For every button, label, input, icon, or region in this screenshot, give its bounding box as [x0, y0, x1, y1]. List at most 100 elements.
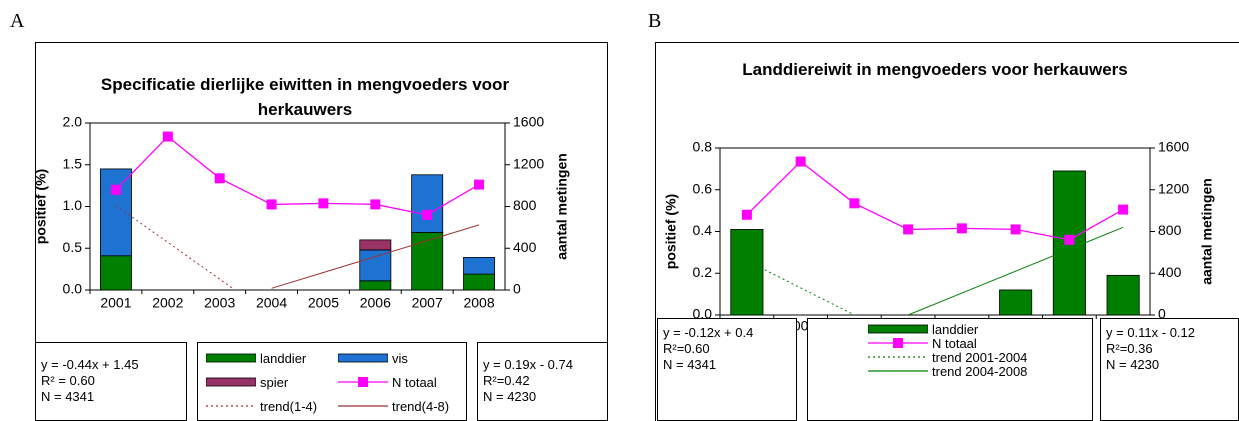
- x-tick-label: 2002: [152, 295, 183, 311]
- bar: [359, 239, 392, 251]
- point: [370, 199, 381, 210]
- y-tick-label: 0.5: [63, 239, 83, 255]
- legend-label: trend 2004-2008: [932, 363, 1028, 379]
- legend-swatch: [206, 405, 256, 407]
- bar: [359, 249, 392, 282]
- y-tick-label: 1.5: [63, 155, 83, 171]
- y-tick-label: 0.4: [693, 222, 713, 238]
- y2-tick-label: 1200: [1158, 180, 1189, 196]
- y-tick-label: 0.6: [693, 180, 713, 196]
- y2-tick-label: 0: [513, 281, 521, 297]
- chart-title: Specificatie dierlijke eiwitten in mengv…: [100, 75, 510, 119]
- equation-line: N = 4341: [663, 357, 717, 372]
- series-line: [271, 224, 480, 289]
- bar: [411, 231, 444, 291]
- y-tick-label: 0.0: [693, 306, 713, 322]
- equation-line: N = 4230: [1106, 357, 1160, 372]
- equation-line: R² = 0.60: [41, 373, 95, 388]
- y2-tick-label: 1600: [513, 114, 544, 130]
- legend-label: trend(4-8): [392, 398, 450, 414]
- bar: [463, 273, 496, 291]
- point: [1118, 204, 1129, 215]
- y-tick-label: 0.0: [63, 281, 83, 297]
- y2-tick-label: 1600: [1158, 139, 1189, 155]
- y-axis-label: positief (%): [663, 194, 679, 269]
- series-line: [746, 160, 1124, 241]
- x-tick-label: 2001: [100, 295, 131, 311]
- y2-tick-label: 1200: [513, 155, 544, 171]
- bar: [411, 174, 444, 233]
- equation-line: y = 0.19x - 0.74: [483, 357, 573, 372]
- x-tick-label: 2004: [256, 295, 287, 311]
- point: [266, 199, 277, 210]
- equation-line: R²=0.60: [663, 341, 710, 356]
- legend-label: spier: [260, 374, 289, 390]
- legend-label: N totaal: [932, 335, 977, 351]
- series-line: [746, 260, 855, 315]
- equation-line: R²=0.36: [1106, 341, 1153, 356]
- swatch-bar: [206, 353, 256, 363]
- legend-swatch: [338, 377, 388, 387]
- legend-swatch: [338, 405, 388, 407]
- y-tick-label: 0.2: [693, 264, 713, 280]
- legend-item: landdier: [868, 321, 979, 337]
- equation-line: N = 4230: [483, 389, 537, 404]
- legend-label: landdier: [932, 321, 979, 337]
- point: [474, 179, 485, 190]
- panel-letter: B: [648, 10, 662, 32]
- y-axis-label: positief (%): [33, 169, 49, 244]
- chart-frame: [35, 42, 608, 421]
- swatch-bar: [206, 377, 256, 387]
- bar: [463, 257, 496, 275]
- x-tick-label: 2006: [360, 295, 391, 311]
- bar: [1106, 274, 1140, 316]
- legend-swatch: [206, 353, 256, 363]
- equation-box: y = -0.44x + 1.45 R² = 0.60 N = 4341: [35, 342, 187, 421]
- legend-label: vis: [392, 350, 408, 366]
- bar: [359, 280, 392, 291]
- legend-item: trend 2004-2008: [868, 363, 1028, 379]
- x-tick-label: 2005: [308, 295, 339, 311]
- panel-letter: A: [10, 10, 25, 32]
- swatch-bar: [868, 324, 928, 334]
- legend-item: spier: [206, 374, 289, 390]
- legend-label: landdier: [260, 350, 307, 366]
- legend: landdier N totaal trend 2001-2004 trend 200…: [807, 318, 1093, 421]
- equation-box: y = 0.19x - 0.74 R²=0.42 N = 4230: [477, 342, 608, 421]
- equation-line: y = -0.12x + 0.4: [663, 325, 754, 340]
- bar: [730, 229, 764, 316]
- bar: [99, 168, 132, 257]
- legend-item: trend 2001-2004: [868, 350, 1027, 365]
- point: [795, 156, 806, 167]
- x-tick-label: 2003: [204, 295, 235, 311]
- legend-label: N totaal: [392, 374, 437, 390]
- point: [422, 209, 433, 220]
- point: [903, 224, 914, 235]
- point: [162, 131, 173, 142]
- point: [1064, 234, 1075, 245]
- legend-swatch: [868, 356, 928, 358]
- legend-item: trend(1-4): [206, 398, 318, 414]
- y2-axis-label: aantal metingen: [554, 153, 570, 260]
- equation-line: y = -0.44x + 1.45: [41, 357, 139, 372]
- equation-line: y = 0.11x - 0.12: [1106, 325, 1196, 340]
- y2-tick-label: 400: [513, 239, 537, 255]
- legend-swatch: [338, 353, 388, 363]
- legend-label: trend(1-4): [260, 398, 318, 414]
- point: [318, 198, 329, 209]
- swatch-marker: [893, 338, 903, 348]
- legend-item: trend(4-8): [338, 398, 450, 414]
- chart-frame: [655, 42, 1239, 421]
- y-tick-label: 0.8: [693, 139, 713, 155]
- bar: [99, 255, 132, 291]
- legend-item: N totaal: [338, 374, 437, 390]
- legend-swatch: [206, 377, 256, 387]
- legend-swatch: [868, 338, 928, 348]
- y-tick-label: 2.0: [63, 114, 83, 130]
- point: [741, 209, 752, 220]
- series-line: [115, 205, 236, 290]
- series-line: [907, 226, 1124, 315]
- legend-swatch: [868, 324, 928, 334]
- y2-tick-label: 0: [1158, 306, 1166, 322]
